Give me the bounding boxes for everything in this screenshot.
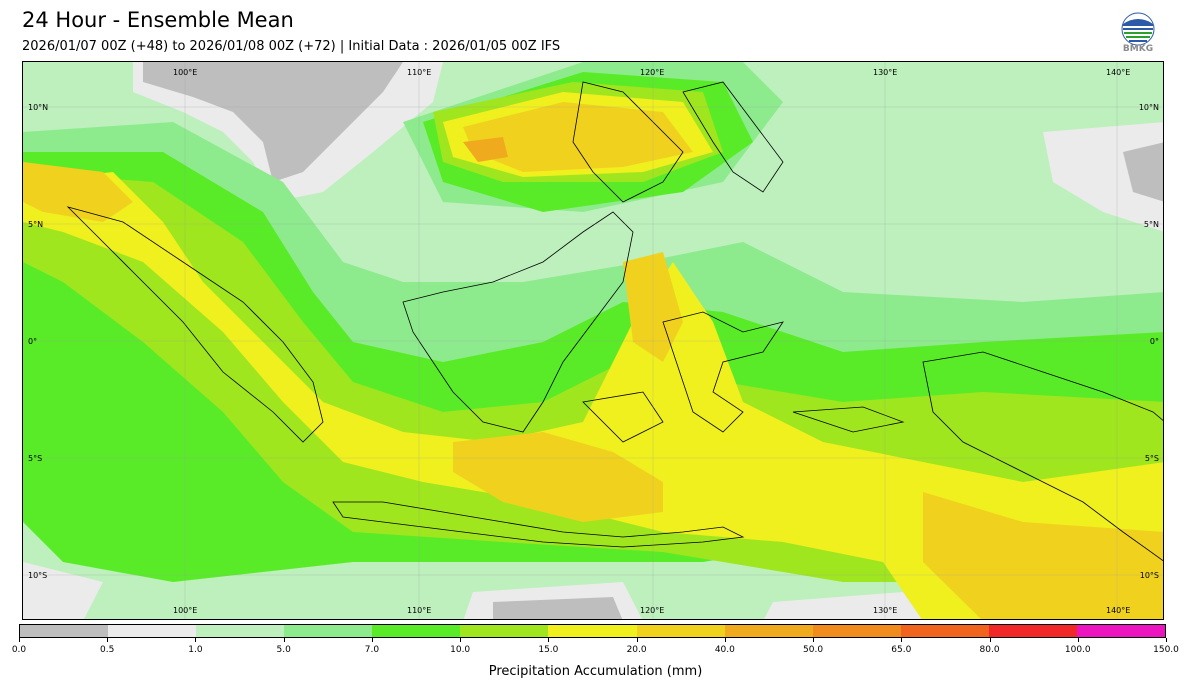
colorbar-tick-mark [107, 638, 109, 642]
colorbar-tick-mark [283, 638, 285, 642]
lat-label-right: 0° [1150, 337, 1159, 346]
colorbar-tick-mark [901, 638, 903, 642]
lon-label-top: 130°E [873, 68, 897, 77]
colorbar-segment [108, 625, 197, 637]
lat-label-left: 5°N [28, 220, 43, 229]
colorbar-tick-mark [989, 638, 991, 642]
lat-label-left: 10°S [28, 571, 47, 580]
colorbar-segment [372, 625, 461, 637]
colorbar-tick-mark [636, 638, 638, 642]
colorbar-tick-mark [1077, 638, 1079, 642]
colorbar-tick-label: 0.0 [11, 645, 27, 655]
colorbar-tick-label: 10.0 [450, 645, 471, 655]
lat-label-right: 5°N [1144, 220, 1159, 229]
colorbar-segment [196, 625, 285, 637]
logo-text: BMKG [1122, 44, 1154, 54]
lat-label-right: 10°N [1139, 103, 1159, 112]
colorbar-segment [1076, 625, 1166, 637]
lat-label-right: 5°S [1145, 454, 1159, 463]
colorbar-label: Precipitation Accumulation (mm) [488, 664, 703, 679]
colorbar-tick-label: 150.0 [1153, 645, 1179, 655]
colorbar-tick-label: 20.0 [626, 645, 647, 655]
lon-label-bottom: 110°E [407, 606, 431, 615]
colorbar-tick-label: 15.0 [538, 645, 559, 655]
colorbar-tick-label: 7.0 [364, 645, 380, 655]
lat-label-right: 10°S [1140, 571, 1159, 580]
colorbar-segment [900, 625, 989, 637]
colorbar-segment [988, 625, 1077, 637]
lat-label-left: 0° [28, 337, 37, 346]
precipitation-map: 100°E 110°E 120°E 130°E 140°E 100°E 110°… [22, 61, 1164, 620]
colorbar-tick-label: 80.0 [979, 645, 1000, 655]
colorbar-tick-mark [195, 638, 197, 642]
colorbar [19, 624, 1166, 638]
lon-label-bottom: 120°E [640, 606, 664, 615]
colorbar-segment [548, 625, 637, 637]
lon-label-bottom: 140°E [1106, 606, 1130, 615]
chart-title: 24 Hour - Ensemble Mean [22, 8, 294, 32]
colorbar-tick-mark [724, 638, 726, 642]
colorbar-tick-mark [19, 638, 20, 642]
lon-label-bottom: 100°E [173, 606, 197, 615]
lat-label-left: 10°N [28, 103, 48, 112]
bmkg-logo-icon [1121, 12, 1155, 46]
colorbar-tick-mark [1166, 638, 1167, 642]
chart-subtitle: 2026/01/07 00Z (+48) to 2026/01/08 00Z (… [22, 39, 561, 54]
colorbar-tick-label: 40.0 [714, 645, 735, 655]
colorbar-segment [724, 625, 813, 637]
colorbar-tick-label: 5.0 [276, 645, 291, 655]
lon-label-top: 140°E [1106, 68, 1130, 77]
lon-label-top: 120°E [640, 68, 664, 77]
colorbar-tick-mark [548, 638, 550, 642]
colorbar-tick-label: 65.0 [891, 645, 912, 655]
colorbar-segment [812, 625, 901, 637]
colorbar-segment [460, 625, 549, 637]
lon-label-top: 100°E [173, 68, 197, 77]
map-canvas: 100°E 110°E 120°E 130°E 140°E 100°E 110°… [23, 62, 1163, 619]
colorbar-segment [20, 625, 109, 637]
lat-label-left: 5°S [28, 454, 42, 463]
colorbar-segment [636, 625, 725, 637]
lon-label-top: 110°E [407, 68, 431, 77]
colorbar-tick-label: 0.5 [100, 645, 115, 655]
colorbar-tick-mark [371, 638, 373, 642]
colorbar-segment [284, 625, 373, 637]
colorbar-tick-label: 50.0 [803, 645, 824, 655]
lon-label-bottom: 130°E [873, 606, 897, 615]
colorbar-tick-label: 100.0 [1064, 645, 1091, 655]
colorbar-tick-label: 1.0 [188, 645, 203, 655]
colorbar-tick-mark [813, 638, 815, 642]
colorbar-tick-mark [460, 638, 462, 642]
